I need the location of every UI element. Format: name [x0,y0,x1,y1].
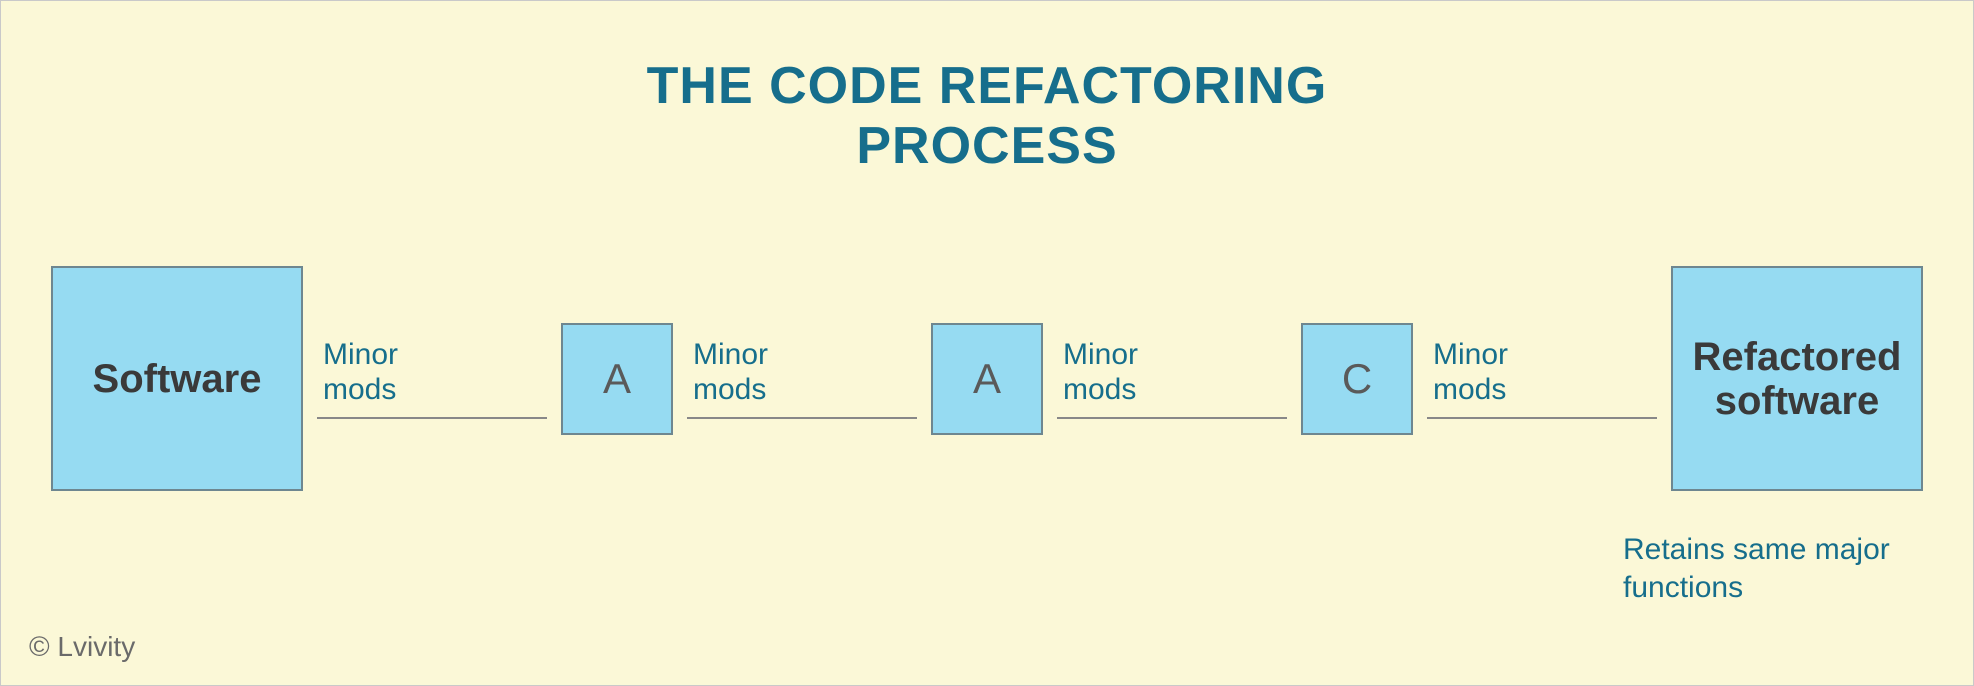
connector-3-label: Minormods [1057,338,1287,407]
connector-1: Minormods [303,338,561,419]
connector-4-line [1427,417,1657,419]
connector-2-label: Minormods [687,338,917,407]
connector-1-label: Minormods [317,338,547,407]
connector-3-line [1057,417,1287,419]
step-box-3: C [1301,323,1413,435]
diagram-frame: THE CODE REFACTORING PROCESS Software Mi… [0,0,1974,686]
connector-2: Minormods [673,338,931,419]
connector-4: Minormods [1413,338,1671,419]
step-box-2: A [931,323,1043,435]
connector-2-line [687,417,917,419]
step-box-3-label: C [1342,355,1372,403]
title-line-2: PROCESS [856,117,1117,175]
end-subtext: Retains same majorfunctions [1623,531,1923,606]
start-box-label: Software [93,357,262,401]
step-box-1: A [561,323,673,435]
title-line-1: THE CODE REFACTORING [647,57,1328,115]
flow-row: Software Minormods A Minormods A Minormo… [51,266,1923,491]
step-box-1-label: A [603,355,631,403]
step-box-2-label: A [973,355,1001,403]
diagram-title: THE CODE REFACTORING PROCESS [1,57,1973,177]
start-box: Software [51,266,303,491]
connector-4-label: Minormods [1427,338,1657,407]
end-box: Refactoredsoftware [1671,266,1923,491]
credit-text: © Lvivity [29,631,135,663]
connector-1-line [317,417,547,419]
end-box-label: Refactoredsoftware [1693,335,1902,423]
connector-3: Minormods [1043,338,1301,419]
